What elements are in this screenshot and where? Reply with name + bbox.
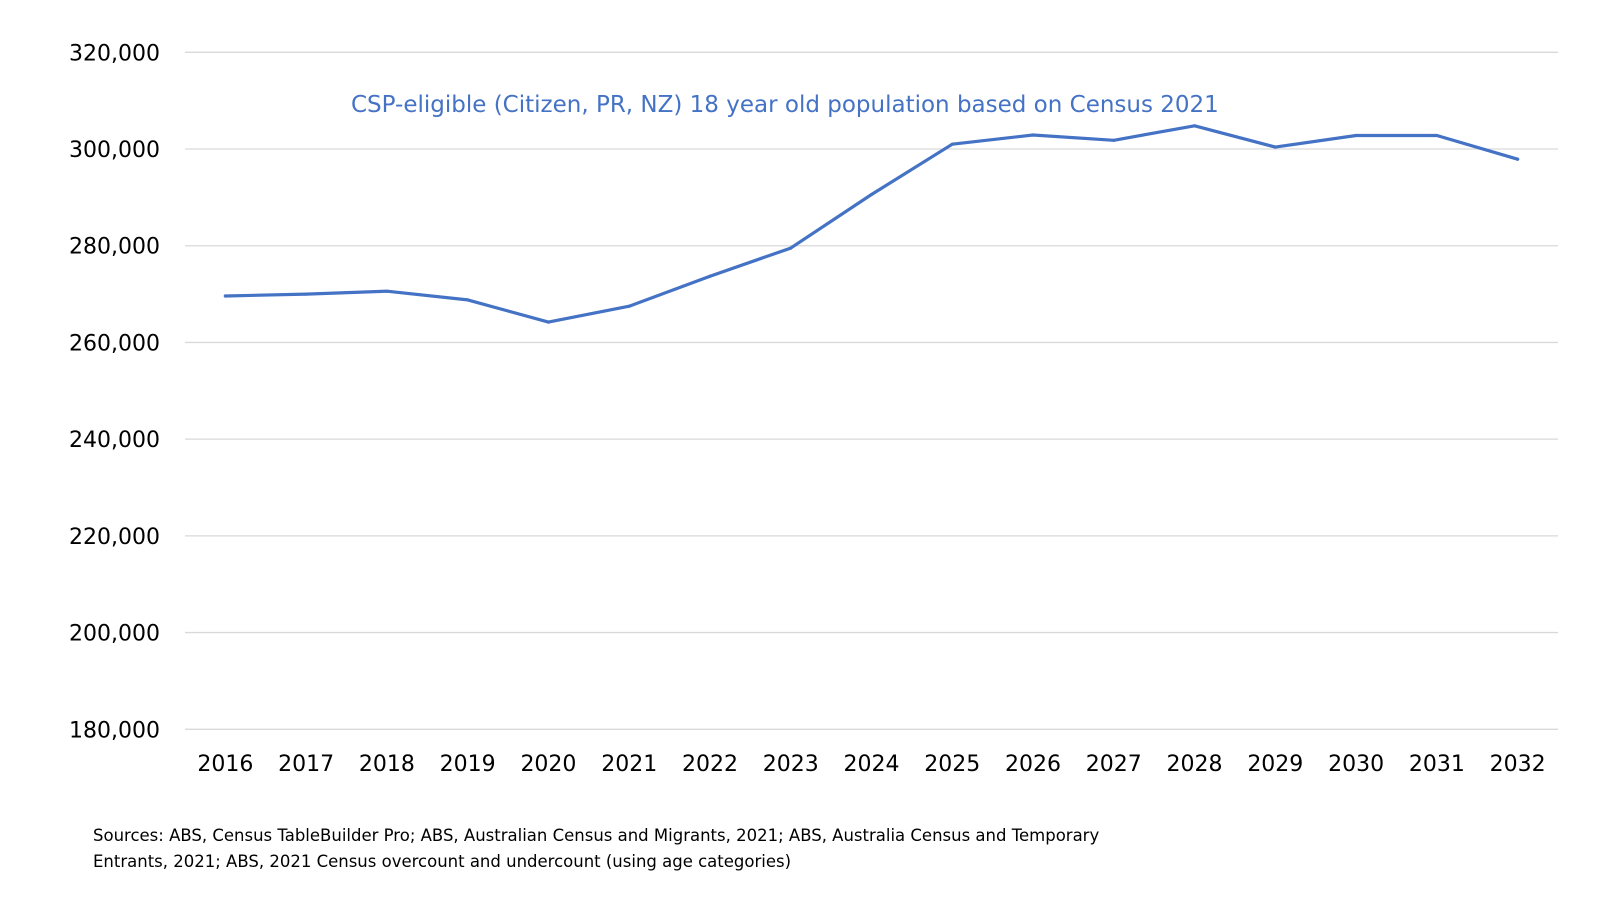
x-tick-label: 2023	[763, 752, 819, 777]
data-point	[1516, 157, 1520, 161]
x-tick-label: 2017	[278, 752, 334, 777]
x-tick-label: 2031	[1409, 752, 1465, 777]
x-tick-label: 2022	[682, 752, 738, 777]
x-tick-label: 2021	[601, 752, 657, 777]
series-layer	[223, 124, 1520, 324]
data-point	[1112, 138, 1116, 142]
x-tick-label: 2019	[440, 752, 496, 777]
x-tick-label: 2020	[520, 752, 576, 777]
data-point	[1031, 133, 1035, 137]
y-tick-label: 280,000	[69, 235, 160, 260]
data-point	[708, 274, 712, 278]
sources-line-2: Entrants, 2021; ABS, 2021 Census overcou…	[93, 852, 792, 871]
x-tick-label: 2028	[1167, 752, 1223, 777]
y-tick-label: 320,000	[69, 41, 160, 66]
x-tick-label: 2026	[1005, 752, 1061, 777]
y-axis-tick-labels: 180,000 200,000 220,000 240,000 260,000 280,0…	[69, 41, 160, 743]
data-point	[385, 289, 389, 293]
x-tick-label: 2030	[1328, 752, 1384, 777]
y-tick-label: 180,000	[69, 718, 160, 743]
data-point	[1273, 145, 1277, 149]
x-tick-label: 2024	[844, 752, 900, 777]
y-tick-label: 260,000	[69, 331, 160, 356]
data-point	[950, 142, 954, 146]
data-point	[1435, 133, 1439, 138]
sources-line-1: Sources: ABS, Census TableBuilder Pro; A…	[93, 826, 1100, 845]
y-tick-label: 300,000	[69, 138, 160, 163]
data-point	[869, 192, 874, 197]
data-point	[1354, 133, 1358, 138]
y-tick-label: 240,000	[69, 428, 160, 453]
x-tick-label: 2016	[197, 752, 253, 777]
x-tick-label: 2029	[1247, 752, 1303, 777]
data-point	[1192, 124, 1197, 128]
data-point	[466, 298, 470, 302]
sources-footnote: Sources: ABS, Census TableBuilder Pro; A…	[93, 823, 1193, 875]
data-point	[304, 292, 308, 296]
data-point	[627, 304, 631, 308]
y-tick-label: 200,000	[69, 622, 160, 647]
data-point	[223, 294, 227, 298]
y-tick-label: 220,000	[69, 525, 160, 550]
chart-title: CSP-eligible (Citizen, PR, NZ) 18 year o…	[351, 92, 1219, 118]
x-tick-label: 2025	[924, 752, 980, 777]
data-point	[789, 246, 793, 250]
x-tick-label: 2018	[359, 752, 415, 777]
x-tick-label: 2032	[1490, 752, 1546, 777]
series-line	[223, 124, 1520, 324]
x-tick-label: 2027	[1086, 752, 1142, 777]
x-axis-tick-labels: 2016 2017 2018 2019 2020 2021 2022 2023 2024 2025…	[197, 752, 1545, 777]
data-point	[546, 320, 551, 324]
gridlines	[185, 51, 1558, 730]
